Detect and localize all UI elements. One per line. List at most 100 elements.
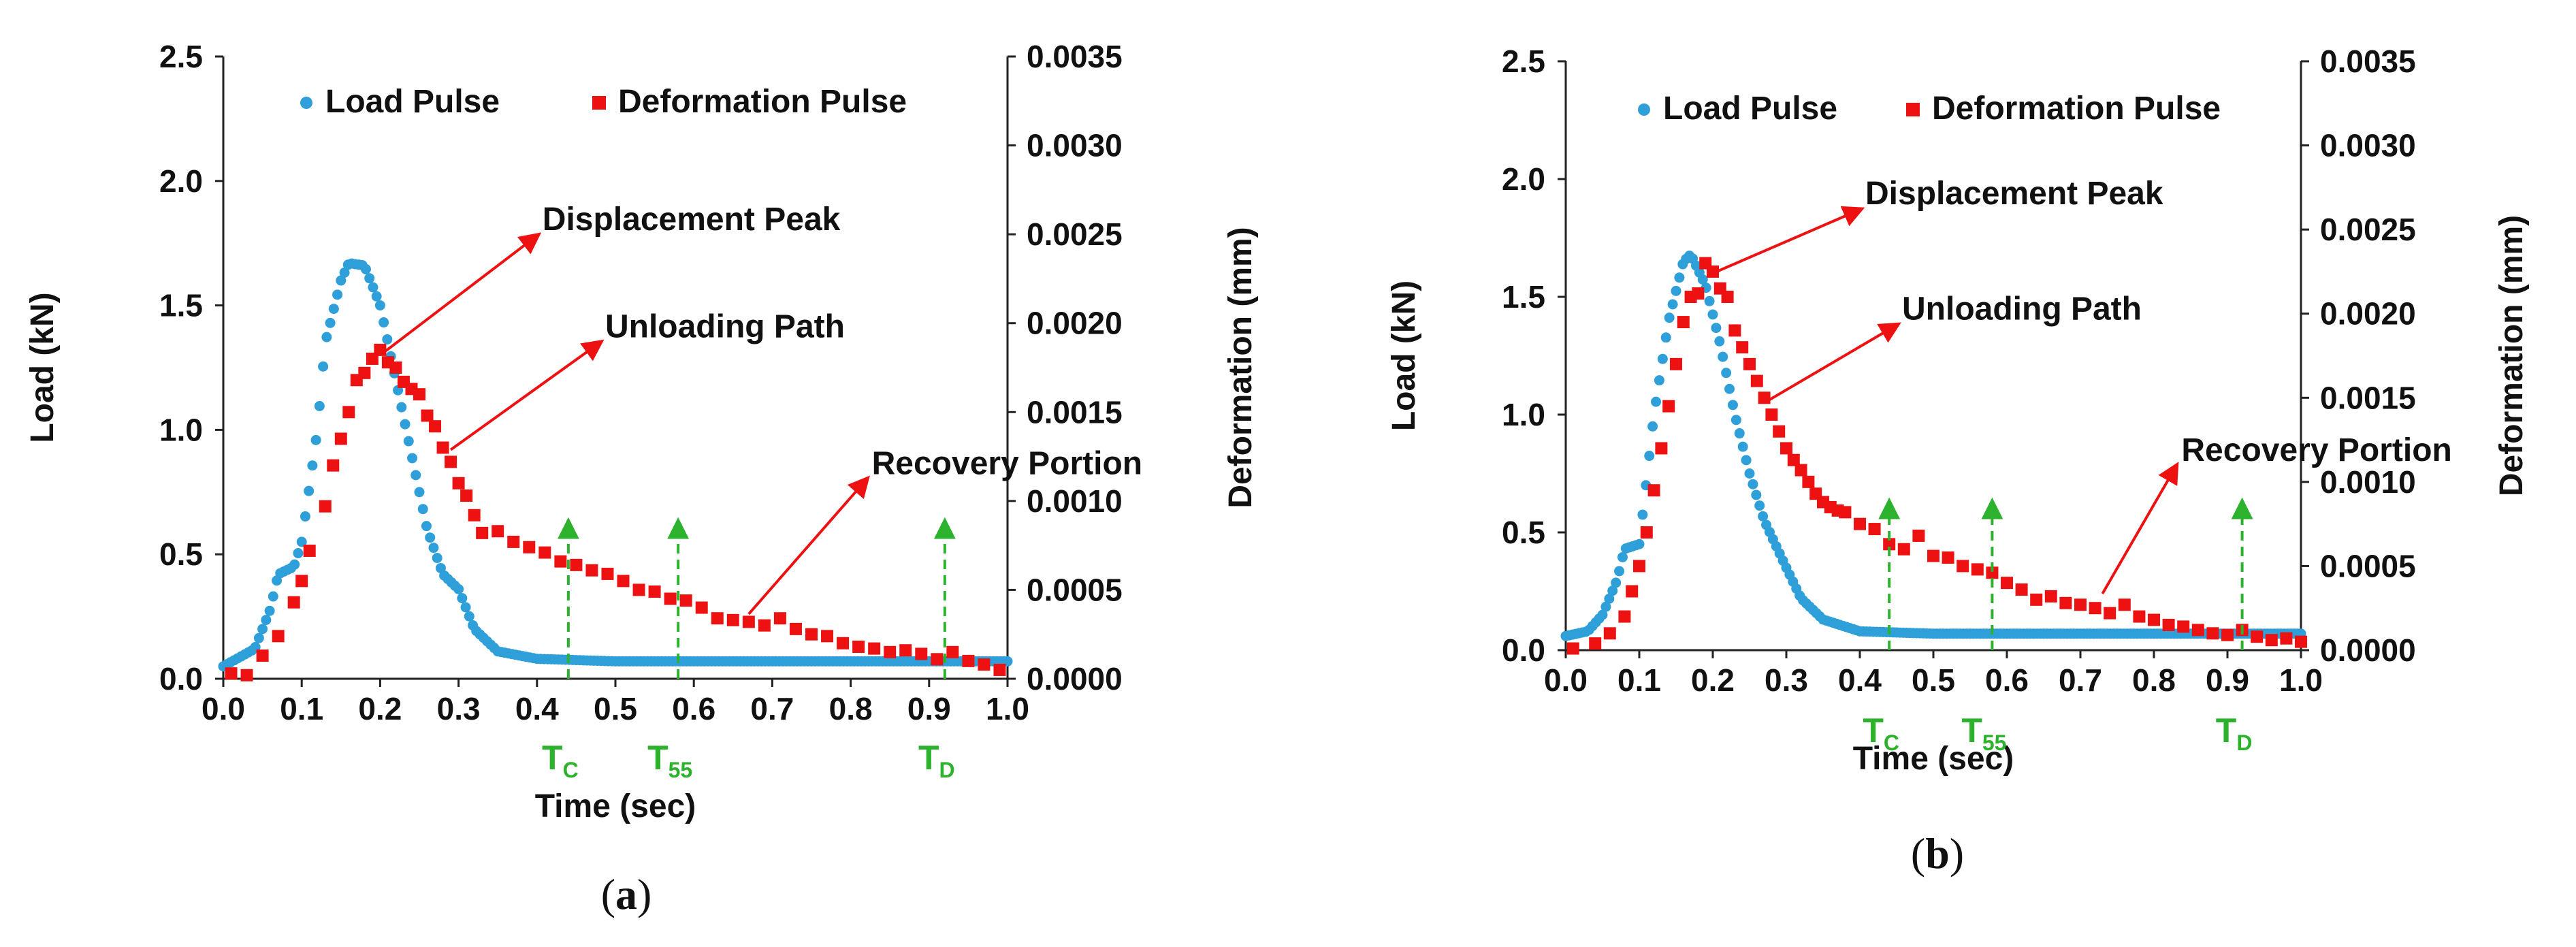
deformation-pulse-point (1662, 400, 1675, 413)
deformation-pulse-point (1897, 543, 1910, 556)
deformation-pulse-point (617, 575, 630, 588)
load-pulse-point (414, 487, 425, 498)
y-left-tick-label: 2.5 (159, 39, 203, 74)
deformation-pulse-point (1868, 523, 1881, 536)
load-pulse-point (1654, 375, 1664, 386)
deformation-pulse-point (1780, 442, 1792, 455)
deformation-pulse-point (648, 585, 661, 598)
deformation-pulse-point (2265, 634, 2278, 647)
deformation-pulse-point (695, 601, 708, 614)
deformation-pulse-point (758, 619, 771, 632)
deformation-pulse-point (821, 630, 834, 643)
y-right-tick-label: 0.0035 (2320, 44, 2416, 79)
load-pulse-point (1647, 421, 1658, 432)
time-marker-label: T55 (647, 739, 692, 782)
y-left-tick-label: 0.0 (159, 661, 203, 696)
deformation-pulse-point (837, 637, 850, 649)
deformation-pulse-point (2044, 590, 2057, 603)
deformation-pulse-point (1566, 642, 1579, 655)
x-tick-label: 0.6 (1985, 662, 2029, 698)
deformation-pulse-point (1883, 538, 1896, 551)
load-pulse-point (1744, 468, 1755, 479)
y-right-tick-label: 0.0020 (1027, 306, 1123, 341)
y-right-tick-label: 0.0025 (1027, 216, 1123, 252)
deformation-pulse-point (287, 596, 300, 609)
deformation-pulse-point (303, 544, 316, 557)
load-pulse-point (257, 624, 268, 635)
load-pulse-point (1758, 511, 1769, 521)
deformation-pulse-point (805, 628, 818, 641)
y-left-tick-label: 2.0 (1502, 161, 1545, 197)
deformation-pulse-point (1589, 637, 1602, 650)
annotation-arrow (1712, 206, 1865, 275)
y-left-tick-label: 1.0 (159, 412, 203, 447)
load-pulse-point (318, 361, 329, 372)
deformation-pulse-point (773, 612, 786, 625)
load-pulse-point (1714, 336, 1725, 347)
deformation-pulse-point (852, 640, 865, 653)
deformation-pulse-point (1736, 341, 1749, 354)
load-pulse-point (1754, 500, 1765, 511)
deformation-pulse-point (413, 388, 425, 401)
time-marker-label: T55 (1961, 711, 2006, 755)
y-right-tick-label: 0.0010 (2320, 464, 2416, 500)
x-tick-label: 0.0 (202, 691, 245, 726)
deformation-pulse-point (2059, 596, 2072, 609)
deformation-pulse-point (1773, 425, 1786, 438)
load-pulse-point (293, 548, 304, 559)
deformation-pulse-point (2074, 598, 2087, 611)
load-pulse-point (1651, 396, 1662, 407)
y-left-tick-label: 1.5 (1502, 279, 1545, 315)
deformation-pulse-point (789, 622, 802, 635)
deformation-pulse-point (742, 615, 755, 628)
deformation-pulse-point (915, 647, 928, 660)
deformation-pulse-point (2030, 593, 2043, 606)
deformation-pulse-point (468, 509, 481, 521)
load-pulse-point (332, 289, 343, 300)
x-tick-label: 1.0 (986, 691, 1029, 726)
deformation-pulse-point (2191, 624, 2204, 637)
legend-load-marker (1638, 103, 1650, 116)
load-pulse-point (253, 632, 264, 643)
time-marker-label: TC (1863, 711, 1899, 755)
legend-load-label: Load Pulse (1663, 91, 1837, 127)
load-pulse-point (1730, 415, 1741, 426)
load-pulse-point (289, 559, 300, 570)
deformation-pulse-point (1971, 563, 1984, 576)
load-pulse-point (1674, 272, 1685, 283)
load-pulse-point (1611, 577, 1622, 588)
deformation-pulse-point (1670, 357, 1682, 370)
load-pulse-point (300, 511, 310, 522)
deformation-pulse-point (2206, 627, 2219, 640)
deformation-pulse-point (334, 432, 347, 445)
deformation-pulse-point (1957, 560, 1969, 573)
deformation-pulse-point (1912, 529, 1925, 542)
annotation-label: Unloading Path (605, 308, 845, 344)
legend-deformation-label: Deformation Pulse (618, 84, 907, 120)
y-left-tick-label: 2.5 (1502, 44, 1545, 79)
load-pulse-point (1614, 566, 1625, 577)
deformation-pulse-point (421, 409, 434, 422)
legend-deformation-marker (592, 96, 606, 110)
x-tick-label: 0.7 (2059, 662, 2102, 698)
load-pulse-point (403, 436, 414, 447)
annotation-arrow (2101, 462, 2179, 594)
deformation-pulse-point (358, 366, 371, 379)
y-left-tick-label: 0.5 (159, 536, 203, 572)
x-tick-label: 0.9 (907, 691, 951, 726)
deformation-pulse-point (476, 526, 489, 539)
deformation-pulse-point (1927, 549, 1939, 562)
load-pulse-point (410, 470, 421, 481)
x-tick-label: 0.2 (358, 691, 402, 726)
load-pulse-point (264, 605, 275, 616)
load-pulse-point (1660, 332, 1671, 343)
deformation-pulse-point (585, 564, 598, 577)
load-pulse-point (261, 615, 272, 626)
load-pulse-point (314, 401, 325, 412)
load-pulse-point (1734, 428, 1745, 439)
deformation-pulse-point (507, 535, 520, 548)
y-right-axis-title: Deformation (mm) (2494, 215, 2530, 496)
y-left-tick-label: 0.5 (1502, 515, 1545, 550)
deformation-pulse-point (538, 546, 551, 559)
load-pulse-point (1741, 455, 1752, 466)
